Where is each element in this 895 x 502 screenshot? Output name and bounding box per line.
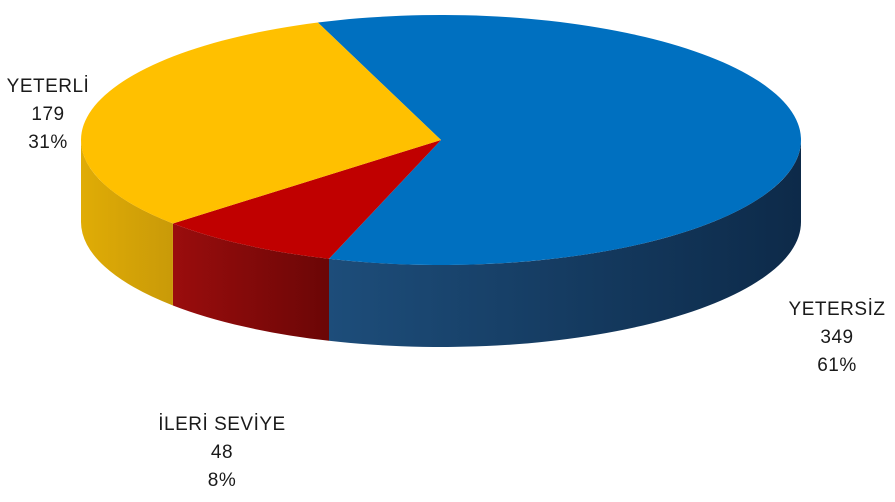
slice-label-ileri-seviye-name: İLERİ SEVİYE: [158, 414, 285, 435]
slice-label-yetersiz: YETERSİZ 349 61%: [789, 299, 886, 376]
slice-label-ileri-seviye-value: 48: [211, 442, 233, 463]
slice-label-ileri-seviye: İLERİ SEVİYE 48 8%: [158, 414, 285, 491]
slice-label-yeterli-value: 179: [31, 104, 64, 125]
pie-slice-yetersi̇z: [317, 15, 801, 266]
pie-slice-side-yetersi̇z: [329, 140, 802, 347]
slice-label-yeterli-name: YETERLİ: [7, 76, 90, 97]
slice-label-yeterli-percent: 31%: [28, 132, 68, 153]
pie-top-faces: [80, 15, 801, 266]
pie-slice-i̇leri̇-sevi̇ye: [172, 140, 441, 259]
slice-label-yeterli: YETERLİ 179 31%: [7, 76, 90, 153]
pie-side-walls: [81, 140, 802, 347]
slice-label-ileri-seviye-percent: 8%: [208, 470, 236, 491]
slice-label-yetersiz-value: 349: [820, 327, 853, 348]
pie-slice-yeterli̇: [80, 22, 441, 224]
pie-slice-side-yeterli̇: [81, 140, 173, 306]
slice-label-yetersiz-name: YETERSİZ: [789, 299, 886, 320]
slice-label-yetersiz-percent: 61%: [817, 355, 857, 376]
pie-slice-side-i̇leri̇-sevi̇ye: [172, 223, 330, 341]
